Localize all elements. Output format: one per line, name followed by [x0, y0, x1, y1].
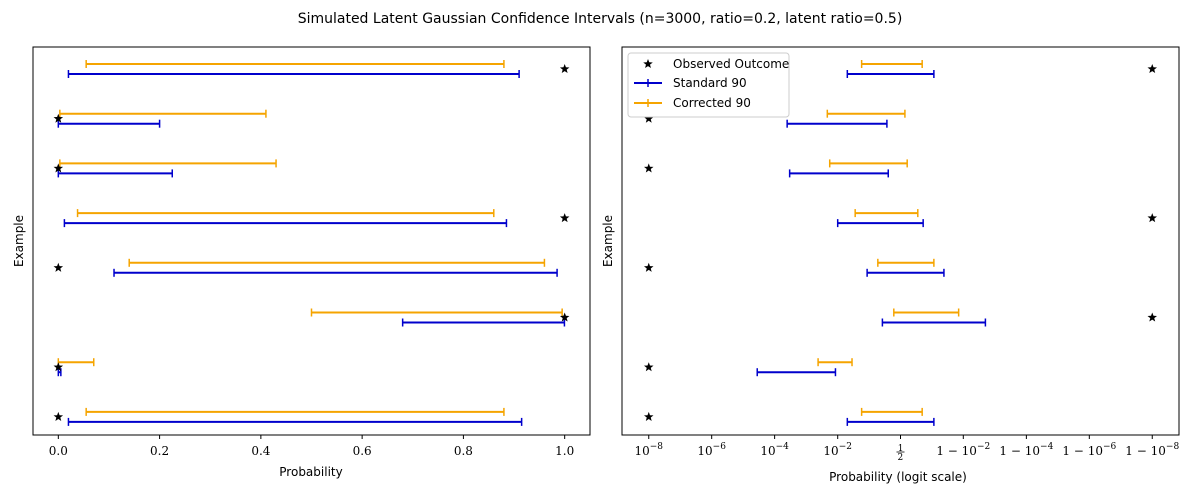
example-row	[881, 308, 1158, 327]
legend-corrected-label: Corrected 90	[673, 96, 751, 110]
example-row	[643, 159, 908, 178]
legend-standard-label: Standard 90	[673, 76, 747, 90]
example-row	[836, 209, 1158, 228]
left-panel: 0.0 0.2 0.4 0.6 0.8 1.0 Probability Example	[12, 46, 591, 479]
x-tick-label: 0.8	[454, 444, 473, 458]
observed-outcome-marker	[1147, 213, 1158, 223]
observed-outcome-marker	[643, 113, 654, 123]
right-x-axis-label: Probability (logit scale)	[829, 470, 967, 484]
observed-outcome-marker	[53, 411, 64, 421]
x-tick-label: 0.4	[251, 444, 270, 458]
right-y-axis-label: Example	[601, 215, 615, 267]
right-marks	[643, 60, 1158, 426]
example-row	[53, 407, 523, 426]
left-marks	[53, 60, 570, 426]
observed-outcome-marker	[643, 262, 654, 272]
x-tick-label: 1.0	[555, 444, 574, 458]
example-row	[67, 60, 570, 78]
x-tick-label: 10−6	[697, 442, 726, 458]
chart-title: Simulated Latent Gaussian Confidence Int…	[298, 11, 903, 27]
observed-outcome-marker	[53, 362, 64, 372]
left-plot-frame	[32, 46, 591, 436]
right-panel: 10−8 10−6 10−4 10−2 1 2 1 − 10−2 1 − 10−4 1 − 10…	[601, 46, 1180, 484]
legend: Observed Outcome Standard 90 Corrected 9…	[627, 52, 790, 118]
legend-entry-observed: Observed Outcome	[643, 57, 789, 71]
left-y-axis-label: Example	[12, 215, 26, 267]
observed-outcome-marker	[643, 362, 654, 372]
observed-outcome-marker	[643, 163, 654, 173]
example-row	[643, 258, 945, 277]
x-tick-label: 0.0	[49, 444, 68, 458]
legend-observed-label: Observed Outcome	[673, 57, 789, 71]
left-x-ticks: 0.0 0.2 0.4 0.6 0.8 1.0	[49, 435, 574, 458]
example-row	[643, 358, 853, 377]
x-tick-label: 10−2	[823, 442, 852, 458]
observed-outcome-marker	[559, 64, 570, 74]
observed-outcome-marker	[559, 312, 570, 322]
example-row	[310, 308, 570, 327]
example-row	[63, 209, 570, 228]
legend-star-icon	[643, 59, 653, 69]
example-row	[53, 159, 277, 178]
right-x-ticks: 10−8 10−6 10−4 10−2 1 2 1 − 10−2 1 − 10−4 1 − 10…	[634, 435, 1179, 463]
observed-outcome-marker	[1147, 64, 1158, 74]
example-row	[846, 60, 1158, 78]
x-tick-label: 1 − 10−8	[1125, 442, 1179, 458]
observed-outcome-marker	[53, 163, 64, 173]
observed-outcome-marker	[559, 213, 570, 223]
example-row	[53, 358, 95, 377]
legend-frame	[627, 52, 790, 118]
example-row	[643, 407, 935, 426]
example-row	[53, 258, 558, 277]
x-tick-label: 0.6	[353, 444, 372, 458]
example-row	[53, 109, 267, 128]
x-tick-label: 10−4	[760, 442, 789, 458]
x-tick-label: 0.2	[150, 444, 169, 458]
observed-outcome-marker	[643, 411, 654, 421]
x-tick-label: 1 − 10−2	[936, 442, 990, 458]
x-tick-label: 1 − 10−4	[999, 442, 1053, 458]
left-x-axis-label: Probability	[279, 465, 342, 479]
observed-outcome-marker	[53, 262, 64, 272]
legend-entry-standard: Standard 90	[634, 76, 747, 90]
observed-outcome-marker	[53, 113, 64, 123]
observed-outcome-marker	[1147, 312, 1158, 322]
example-row	[643, 109, 906, 128]
x-tick-label: 10−8	[634, 442, 663, 458]
legend-entry-corrected: Corrected 90	[634, 96, 751, 110]
x-tick-label: 1 − 10−6	[1062, 442, 1116, 458]
